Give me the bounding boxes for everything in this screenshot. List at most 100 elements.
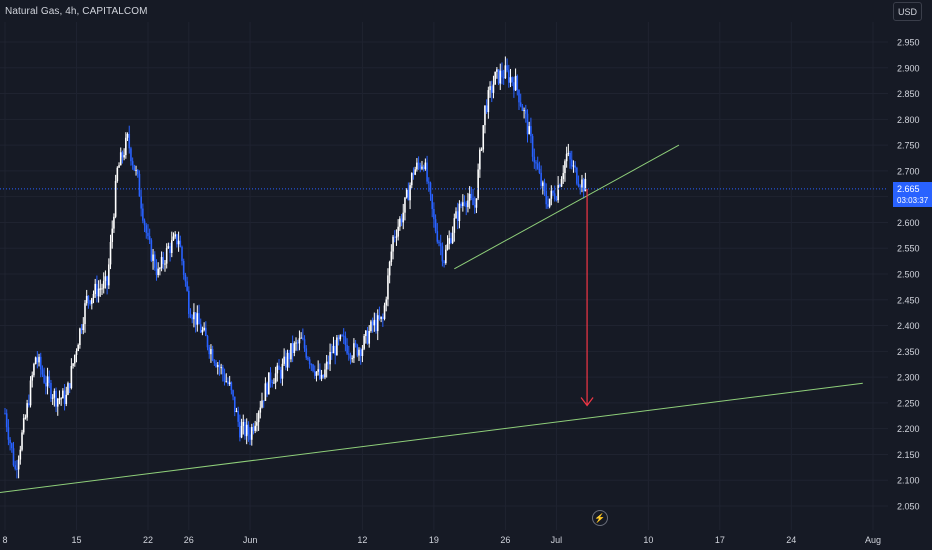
candle-body (198, 313, 200, 325)
candle-body (109, 241, 112, 265)
candle-body (148, 236, 151, 241)
annotations (0, 144, 888, 493)
candle-body (14, 465, 17, 469)
candle-body (242, 421, 245, 426)
candle-body (254, 425, 256, 431)
candle-body (337, 337, 340, 340)
candle-body (72, 363, 74, 366)
candle-body (358, 349, 360, 356)
candle-body (317, 369, 319, 372)
candle-body (533, 156, 536, 163)
y-tick-label: 2.450 (897, 295, 920, 305)
candle-body (574, 165, 576, 168)
candle-body (191, 317, 194, 320)
candle-body (205, 327, 207, 337)
candle-body (332, 345, 335, 354)
y-tick-label: 2.050 (897, 502, 920, 512)
candle-body (43, 374, 45, 383)
candle-body (249, 434, 251, 440)
candle-body (462, 202, 464, 206)
candle-body (12, 448, 15, 466)
candle-body (499, 70, 502, 84)
candle-body (162, 257, 165, 265)
candle-body (143, 220, 146, 226)
candle-body (92, 293, 95, 299)
candle-body (375, 319, 377, 332)
candle-body (421, 166, 423, 169)
candle-body (441, 246, 444, 262)
candle-body (550, 190, 553, 199)
y-tick-label: 2.100 (897, 476, 920, 486)
currency-button[interactable]: USD (893, 2, 922, 21)
candle-body (36, 357, 39, 363)
candle-body (341, 335, 343, 337)
candle-body (424, 162, 427, 170)
y-tick-label: 2.500 (897, 270, 920, 280)
candle-body (170, 240, 173, 253)
candle-body (419, 164, 422, 169)
candle-body (363, 335, 365, 349)
candle-body (244, 421, 246, 437)
candle-body (494, 71, 496, 85)
candle-body (135, 169, 137, 171)
time-axis[interactable]: 8 15 22 26 Jun 12 19 26 Jul 10 17 24 Aug (2, 535, 881, 545)
candle-body (482, 125, 485, 150)
symbol-title[interactable]: Natural Gas, 4h, CAPITALCOM (5, 6, 148, 17)
candle-body (407, 189, 410, 201)
candle-body (525, 110, 527, 114)
y-tick-label: 2.300 (897, 373, 920, 383)
candle-body (436, 231, 439, 242)
candle-body (388, 261, 391, 276)
candle-body (150, 240, 153, 261)
candle-body (519, 102, 522, 106)
candle-body (39, 356, 42, 370)
candle-body (26, 403, 28, 418)
candle-body (548, 198, 551, 207)
candle-body (511, 77, 513, 83)
candle-body (239, 421, 241, 438)
candle-body (547, 204, 549, 207)
candle-body (346, 344, 348, 354)
y-tick-label: 2.700 (897, 166, 920, 176)
candle-body (5, 413, 8, 428)
candle-body (310, 364, 313, 366)
last-price-tag: 2.665 03:03:37 (893, 182, 932, 207)
candle-body (560, 179, 563, 187)
candle-body (569, 152, 571, 160)
x-tick-label: Jun (243, 535, 258, 545)
candle-body (473, 205, 476, 208)
candle-body (220, 367, 222, 369)
candle-body (557, 185, 559, 201)
lightning-icon[interactable]: ⚡ (592, 510, 608, 526)
candle-body (276, 365, 279, 374)
candle-body (89, 300, 91, 304)
candle-body (327, 361, 330, 365)
y-tick-label: 2.600 (897, 218, 920, 228)
candle-body (85, 295, 88, 304)
candle-body (295, 342, 297, 344)
candle-body (125, 137, 127, 156)
candle-body (344, 336, 347, 345)
candle-body (538, 168, 541, 173)
candle-body (528, 126, 531, 135)
candle-body (225, 381, 228, 383)
candle-body (429, 182, 432, 195)
candle-body (138, 173, 141, 197)
candle-body (257, 412, 260, 423)
candle-body (38, 356, 40, 363)
x-tick-label: 26 (184, 535, 194, 545)
candle-body (188, 290, 190, 314)
candle-body (392, 236, 394, 252)
candle-body (62, 390, 64, 399)
candle-body (7, 427, 10, 440)
candle-body (184, 274, 187, 282)
candle-body (339, 335, 342, 340)
candle-body (237, 410, 239, 422)
candle-body (516, 75, 519, 90)
candle-body (273, 382, 275, 384)
candle-body (402, 212, 405, 223)
candle-body (347, 353, 350, 355)
candle-body (235, 410, 238, 412)
candle-body (142, 208, 144, 221)
